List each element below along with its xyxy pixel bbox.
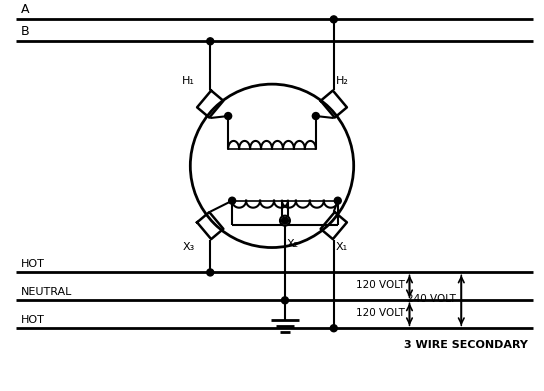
Text: NEUTRAL: NEUTRAL <box>21 287 72 297</box>
Circle shape <box>334 197 341 204</box>
Text: HOT: HOT <box>21 260 45 269</box>
Circle shape <box>225 113 232 120</box>
Circle shape <box>280 216 290 226</box>
Circle shape <box>207 38 214 45</box>
Text: 120 VOLT: 120 VOLT <box>356 280 405 291</box>
Circle shape <box>330 325 337 332</box>
Text: 3 WIRE SECONDARY: 3 WIRE SECONDARY <box>404 340 528 350</box>
Text: 240 VOLT: 240 VOLT <box>407 294 456 304</box>
Circle shape <box>228 197 236 204</box>
Text: X₁: X₁ <box>336 242 348 251</box>
Text: A: A <box>21 4 29 16</box>
Text: H₁: H₁ <box>182 76 195 86</box>
Circle shape <box>281 217 288 224</box>
Circle shape <box>330 16 337 23</box>
Circle shape <box>281 297 288 304</box>
Text: X₃: X₃ <box>182 242 195 251</box>
Text: HOT: HOT <box>21 315 45 325</box>
Text: X₂: X₂ <box>287 239 299 249</box>
Circle shape <box>312 113 319 120</box>
Text: B: B <box>21 25 29 38</box>
Text: H₂: H₂ <box>336 76 349 86</box>
Circle shape <box>207 269 214 276</box>
Text: 120 VOLT: 120 VOLT <box>356 308 405 318</box>
